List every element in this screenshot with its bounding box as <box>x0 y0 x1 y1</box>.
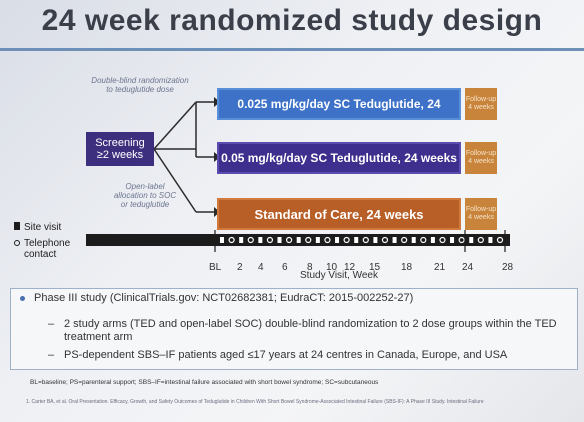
footnote: BL=baseline; PS=parenteral support; SBS–… <box>30 379 379 386</box>
telephone-marker <box>496 236 504 244</box>
dash-icon: – <box>48 318 55 330</box>
legend-site-visit: Site visit <box>14 222 61 233</box>
screening-label: Screening <box>95 137 145 149</box>
bullet-main: Phase III study (ClinicalTrials.gov: NCT… <box>34 292 414 304</box>
site-visit-marker <box>277 237 282 243</box>
note-line: allocation to SOC <box>113 191 177 200</box>
note-line: Open-label <box>125 182 165 191</box>
timeline-tick-label: 4 <box>258 262 264 273</box>
site-visit-marker <box>488 237 493 243</box>
timeline-tick-label: 8 <box>307 262 313 273</box>
bullet-sub-patients: PS-dependent SBS–IF patients aged ≤17 ye… <box>64 349 508 361</box>
telephone-marker <box>381 236 389 244</box>
site-visit-marker <box>220 237 224 243</box>
legend-label: Telephone <box>24 238 71 249</box>
page-title: 24 week randomized study design <box>41 4 543 37</box>
timeline-tick-label: 18 <box>401 262 413 273</box>
followup-box-1: Follow-up 4 weeks <box>465 88 497 120</box>
telephone-marker <box>439 236 446 244</box>
screening-box: Screening ≥2 weeks <box>86 132 154 166</box>
telephone-marker <box>343 236 350 244</box>
site-visit-marker <box>296 237 301 243</box>
title-divider <box>0 48 584 51</box>
site-visit-marker <box>411 237 416 243</box>
timeline-tick-label: 28 <box>502 262 514 273</box>
followup-label: Follow-up <box>465 96 497 103</box>
timeline-visit-markers <box>220 236 504 244</box>
double-blind-note: Double-blind randomization to teduglutid… <box>88 76 192 94</box>
legend-label-line2: contact <box>24 249 57 260</box>
followup-label: Follow-up <box>465 150 497 157</box>
arm-low-dose: 0.025 mg/kg/day SC Teduglutide, 24 <box>217 88 461 120</box>
screening-duration: ≥2 weeks <box>96 149 144 161</box>
followup-label: Follow-up <box>465 206 497 213</box>
site-visit-marker <box>315 237 320 243</box>
dash-icon: – <box>48 349 55 361</box>
citation: 1. Carter BA, et al. Oral Presentation. … <box>26 399 484 405</box>
telephone-marker <box>266 236 274 244</box>
site-visit-marker <box>450 237 455 243</box>
timeline-tick-label: BL <box>209 262 222 273</box>
telephone-marker <box>286 236 293 244</box>
followup-duration: 4 weeks <box>468 214 494 221</box>
telephone-marker <box>477 236 484 244</box>
timeline-tick-label: 12 <box>344 262 356 273</box>
site-visit-marker <box>239 237 244 243</box>
telephone-marker <box>458 236 465 244</box>
note-line: Double-blind randomization <box>91 76 189 85</box>
followup-box-3: Follow-up 4 weeks <box>465 198 497 230</box>
telephone-marker <box>247 236 254 244</box>
timeline-axis-label: Study Visit, Week <box>300 270 378 281</box>
flow-diagram <box>86 97 510 252</box>
telephone-marker <box>420 236 427 244</box>
telephone-marker <box>401 236 408 244</box>
timeline-tick-label: 15 <box>369 262 381 273</box>
arm-high-dose: 0.05 mg/kg/day SC Teduglutide, 24 weeks <box>217 142 461 174</box>
legend-telephone: Telephone contact <box>14 238 70 260</box>
telephone-marker <box>362 236 369 244</box>
connector-lines <box>153 101 214 213</box>
arm-standard-of-care: Standard of Care, 24 weeks <box>217 198 461 230</box>
note-line: to teduglutide dose <box>106 85 174 94</box>
site-visit-marker <box>373 237 378 243</box>
timeline-tick-label: 10 <box>326 262 338 273</box>
note-line: or teduglutide <box>120 200 170 209</box>
bullet-icon <box>20 296 25 301</box>
timeline-tick-label: 21 <box>434 262 446 273</box>
timeline-tick-label: 6 <box>282 262 288 273</box>
site-visit-marker <box>392 237 397 243</box>
site-visit-marker <box>335 237 340 243</box>
site-visit-marker <box>258 237 263 243</box>
telephone-icon <box>14 240 20 246</box>
open-label-note: Open-label allocation to SOC or teduglut… <box>100 182 190 209</box>
legend-label: Site visit <box>24 222 62 233</box>
telephone-marker <box>228 236 235 244</box>
followup-duration: 4 weeks <box>468 158 494 165</box>
summary-panel <box>10 288 578 370</box>
followup-duration: 4 weeks <box>468 104 494 111</box>
followup-box-2: Follow-up 4 weeks <box>465 142 497 174</box>
timeline-tick-label: 2 <box>237 262 243 273</box>
site-visit-icon <box>14 222 20 230</box>
timeline-tick-label: 24 <box>462 262 474 273</box>
site-visit-marker <box>354 237 359 243</box>
bullet-sub-arms: 2 study arms (TED and open-label SOC) do… <box>64 318 557 343</box>
site-visit-marker <box>430 237 435 243</box>
site-visit-marker <box>469 237 474 243</box>
telephone-marker <box>324 236 331 244</box>
telephone-marker <box>305 236 312 244</box>
